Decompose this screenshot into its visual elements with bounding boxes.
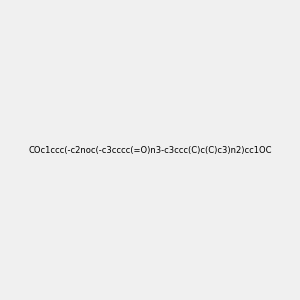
Text: COc1ccc(-c2noc(-c3cccc(=O)n3-c3ccc(C)c(C)c3)n2)cc1OC: COc1ccc(-c2noc(-c3cccc(=O)n3-c3ccc(C)c(C… bbox=[28, 146, 272, 154]
